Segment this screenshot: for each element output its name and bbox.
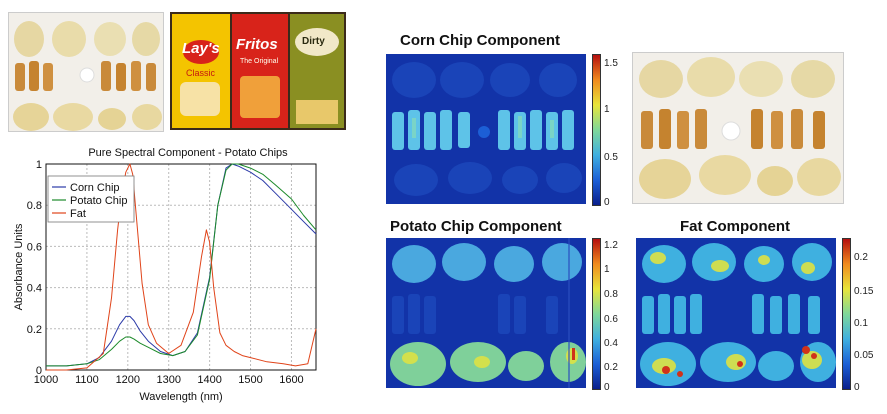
- y-tick-label: 0.6: [27, 241, 42, 253]
- y-tick-label: 0.2: [27, 324, 42, 336]
- corn-tick-3: 0: [604, 197, 610, 208]
- potato-tick-5: 0.2: [604, 362, 618, 373]
- x-tick-label: 1000: [34, 374, 58, 386]
- legend-label-potato: Potato Chip: [70, 195, 127, 207]
- chart-xlabel: Wavelength (nm): [139, 391, 222, 403]
- corn-tick-1: 1: [604, 104, 610, 115]
- chip-layout-photo-art: [633, 53, 843, 203]
- x-tick-label: 1400: [197, 374, 221, 386]
- chip-bags-art: [170, 12, 346, 130]
- x-tick-label: 1300: [156, 374, 180, 386]
- x-tick-label: 1200: [116, 374, 140, 386]
- y-tick-label: 0: [36, 365, 42, 377]
- fat-tick-2: 0.1: [854, 318, 868, 329]
- potato-tick-2: 0.8: [604, 289, 618, 300]
- chip-bags-photo: Lay's Classic Fritos The Original Dirty: [170, 12, 346, 130]
- chart-title: Pure Spectral Component - Potato Chips: [88, 147, 288, 159]
- spectral-chart-svg: Pure Spectral Component - Potato Chips 1…: [13, 147, 317, 403]
- potato-tick-4: 0.4: [604, 338, 618, 349]
- fat-tick-4: 0: [854, 382, 860, 393]
- fat-heatmap: [636, 238, 836, 388]
- fat-colorbar: [842, 238, 851, 390]
- bag-dirty-brand: Dirty: [302, 36, 325, 47]
- bag-fritos-sub: The Original: [240, 58, 279, 65]
- spectral-chart: Pure Spectral Component - Potato Chips 1…: [0, 138, 330, 409]
- fat-tick-1: 0.15: [854, 286, 874, 297]
- y-tick-label: 1: [36, 159, 42, 171]
- fat-heatmap-art: [636, 238, 836, 388]
- bag-lays-sub: Classic: [186, 68, 216, 78]
- legend-label-corn: Corn Chip: [70, 182, 120, 194]
- potato-colorbar: [592, 238, 601, 390]
- corn-tick-0: 1.5: [604, 58, 618, 69]
- corn-heatmap: [386, 54, 586, 204]
- potato-tick-3: 0.6: [604, 314, 618, 325]
- legend-label-fat: Fat: [70, 208, 86, 220]
- corn-colorbar: [592, 54, 601, 206]
- fat-tick-0: 0.2: [854, 252, 868, 263]
- corn-tick-2: 0.5: [604, 152, 618, 163]
- fat-map-title: Fat Component: [680, 218, 790, 235]
- fat-tick-3: 0.05: [854, 350, 874, 361]
- chart-legend: Corn Chip Potato Chip Fat: [47, 175, 135, 223]
- potato-map-title: Potato Chip Component: [390, 218, 562, 235]
- potato-tick-0: 1.2: [604, 240, 618, 251]
- potato-tick-1: 1: [604, 264, 610, 275]
- potato-heatmap: [386, 238, 586, 388]
- bag-lays-brand: Lay's: [182, 40, 220, 57]
- potato-heatmap-art: [386, 238, 586, 388]
- x-tick-label: 1500: [238, 374, 262, 386]
- series-line-fat: [46, 163, 317, 371]
- y-tick-label: 0.4: [27, 283, 42, 295]
- bag-fritos-brand: Fritos: [236, 36, 278, 53]
- plot-frame: [45, 163, 317, 371]
- chip-sample-photo-art: [9, 13, 163, 131]
- chip-sample-photo: [8, 12, 164, 132]
- y-tick-label: 0.8: [27, 200, 42, 212]
- x-tick-label: 1100: [75, 374, 99, 386]
- corn-map-title: Corn Chip Component: [400, 32, 560, 49]
- chip-layout-photo: [632, 52, 844, 204]
- series-line-potato-chip: [46, 163, 317, 367]
- chart-ylabel: Absorbance Units: [13, 223, 25, 310]
- corn-heatmap-art: [386, 54, 586, 204]
- potato-tick-6: 0: [604, 382, 610, 393]
- x-tick-label: 1600: [279, 374, 303, 386]
